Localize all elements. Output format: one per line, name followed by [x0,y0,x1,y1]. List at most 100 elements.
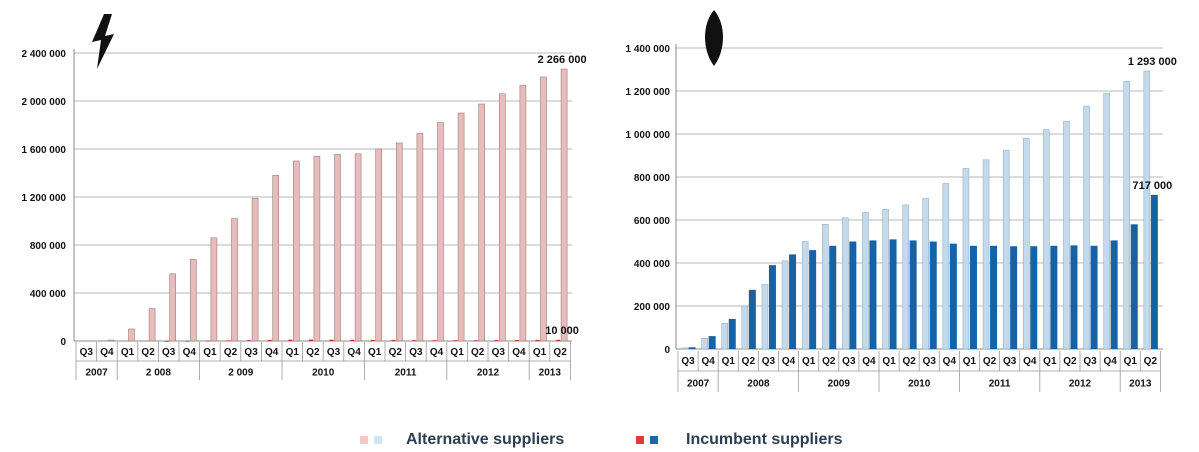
x-tick-label-quarter: Q2 [1063,356,1077,367]
legend-incumbent-label: Incumbent suppliers [686,431,843,448]
gas-flame-icon [705,10,723,66]
incumbent-bar [809,250,817,349]
x-tick-label-quarter: Q2 [822,356,836,367]
alternative-bar [1103,92,1110,350]
alternative-bar [437,122,444,342]
legend-incumbent-swatch-blue [650,436,658,444]
incumbent-bar [1010,246,1018,349]
alternative-bar [478,103,486,342]
incumbent-bar [748,289,756,349]
x-tick-label-year: 2010 [908,379,931,390]
x-tick-label-quarter: Q4 [347,347,361,358]
alternative-bar [169,273,176,342]
y-tick-label: 1 400 000 [626,44,671,55]
incumbent-bar [889,239,897,349]
x-tick-label-quarter: Q1 [802,356,816,367]
alternative-bar [251,197,259,342]
x-tick-label-quarter: Q1 [203,347,217,358]
alternative-bar [882,209,889,350]
x-tick-label-quarter: Q3 [1003,356,1017,367]
x-tick-label-quarter: Q4 [512,347,526,358]
alternative-bar [902,204,909,350]
x-tick-label-quarter: Q1 [963,356,977,367]
x-tick-label-quarter: Q2 [224,347,238,358]
y-tick-label: 0 [60,337,66,348]
incumbent-bar [411,340,416,341]
incumbent-bar [247,340,252,341]
incumbent-bar [370,339,375,341]
x-tick-label-quarter: Q4 [430,347,444,358]
x-tick-label-year: 2007 [85,368,108,379]
incumbent-bar [453,340,458,342]
alternative-bar [354,153,362,342]
x-tick-label-quarter: Q2 [471,347,485,358]
alternative-bar [231,218,238,342]
incumbent-bar [688,347,696,349]
alternative-bar [701,338,708,350]
alternative-bar [292,160,300,342]
y-tick-label: 400 000 [634,259,671,270]
x-tick-label-quarter: Q1 [533,347,547,358]
incumbent-bar [1110,240,1118,349]
legend-incumbent: Incumbent suppliers [636,430,842,450]
x-tick-label-year: 2007 [687,379,710,390]
x-tick-label-quarter: Q1 [1043,356,1057,367]
incumbent-bar [929,241,937,349]
incumbent-bar [205,340,210,342]
x-tick-label-year: 2013 [539,368,562,379]
incumbent-bar [288,339,293,341]
x-tick-label-year: 2 009 [228,368,253,379]
legend-alternative: Alternative suppliers [360,430,564,450]
alternative-bar [1123,81,1130,350]
alternative-bar [560,68,568,342]
alternative-bar [313,155,321,342]
alternative-bar [128,328,135,342]
data-label: 1 293 000 [1128,56,1177,68]
incumbent-bar [909,240,917,349]
alternative-bar [1043,129,1050,350]
x-tick-label-quarter: Q1 [722,356,736,367]
alternative-bar [681,347,688,350]
alternative-bar [375,148,383,342]
alternative-bar [761,284,769,350]
x-tick-label-quarter: Q1 [450,347,464,358]
y-tick-label: 800 000 [30,241,67,252]
x-tick-label-quarter: Q4 [701,356,715,367]
incumbent-bar [267,339,272,341]
x-tick-label-quarter: Q3 [244,347,258,358]
legend-alternative-label: Alternative suppliers [406,431,565,448]
alternative-bar [962,168,970,350]
x-tick-label-quarter: Q4 [1103,356,1117,367]
alternative-bar [842,217,849,350]
incumbent-bar [849,241,857,349]
x-tick-label-quarter: Q2 [742,356,756,367]
x-tick-label-quarter: Q4 [1023,356,1037,367]
y-tick-label: 200 000 [634,302,671,313]
x-tick-label-quarter: Q2 [902,356,916,367]
incumbent-bar [350,339,355,341]
incumbent-bar [829,245,837,349]
incumbent-bar [1150,194,1158,349]
x-tick-label-quarter: Q3 [1083,356,1097,367]
alternative-bar [148,308,156,342]
x-tick-label-quarter: Q1 [882,356,896,367]
incumbent-bar [1030,246,1038,349]
alternative-bar [801,241,809,350]
legend-alternative-swatch-blue [374,436,382,444]
incumbent-bar [391,340,396,341]
x-tick-label-year: 2012 [1069,379,1092,390]
x-tick-label-quarter: Q3 [162,347,176,358]
incumbent-bar [556,339,561,341]
alternative-bar [107,339,115,342]
x-tick-label-year: 2013 [1129,379,1152,390]
alternative-bar [416,133,424,342]
legend-alternative-swatch-pink [360,436,368,444]
alternative-bar [1143,70,1151,350]
incumbent-bar [728,318,736,349]
incumbent-bar [1090,245,1098,349]
incumbent-bar [535,339,540,341]
incumbent-bar [164,340,169,342]
x-tick-label-year: 2012 [477,368,500,379]
incumbent-bar [1130,224,1138,349]
